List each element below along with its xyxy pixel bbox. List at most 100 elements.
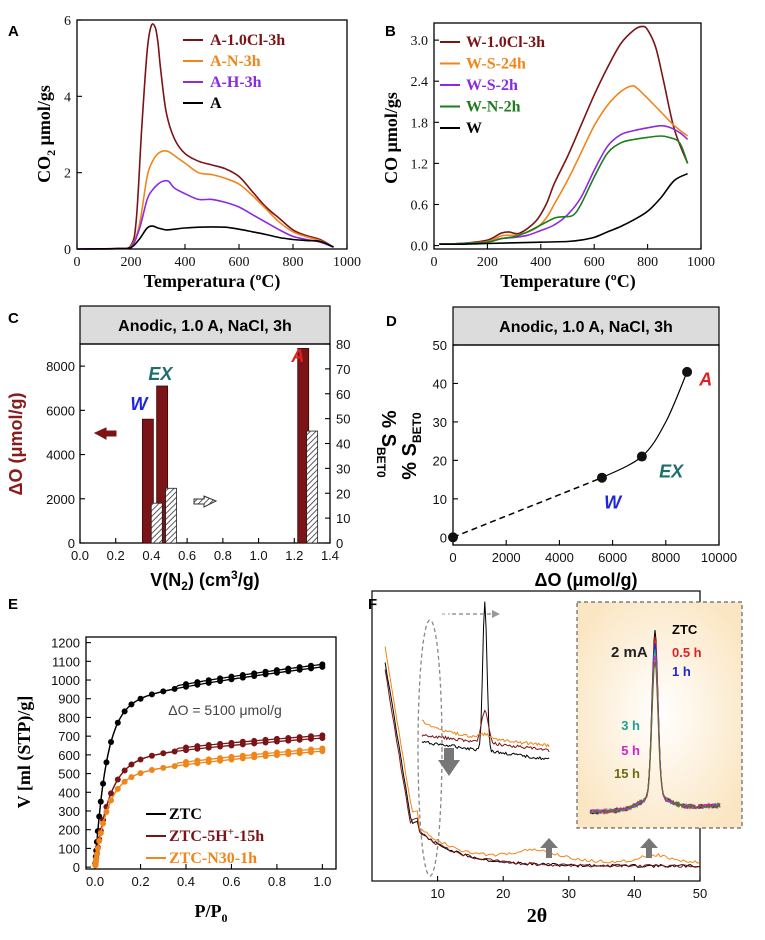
x-tick-label: 20 [496,886,510,901]
isotherm-point [194,679,201,686]
y-tick-label: 500 [58,767,80,782]
panel-b-letter: B [385,23,396,40]
isotherm-point [273,667,280,674]
inset-frame [576,601,743,829]
isotherm-point [121,767,128,774]
series-line-W-N-2h [439,135,689,245]
panel-c-labels: W EX A [130,346,304,414]
inset-label: ZTC [672,622,698,637]
y-tick-label: 0 [73,860,80,875]
panel-c-ylabel-left: ΔO (μmol/g) [6,393,26,496]
panel-e: E 0.0 0.2 0.4 0.6 0.8 1.0 0 100 200 300 400 500 600 7… [8,596,337,925]
series-line-A-H-3h [76,179,334,250]
x-tick-label: 0.8 [268,874,286,889]
fit-dashed [452,476,603,539]
panel-c-ylabel-right: % SBET0 [374,410,399,478]
up-arrow-icon-2 [640,838,658,858]
sample-label-W: W [130,394,149,414]
isotherm-point [114,776,121,783]
legend-label: W-S-2h [466,77,518,94]
x-tick-label: 6000 [598,550,627,565]
isotherm-point [108,739,114,746]
isotherm-point [137,756,144,763]
isotherm-point [121,778,128,785]
isotherm-point [171,685,178,692]
x-tick-label: 0.0 [71,548,89,563]
x-tick-label: 4000 [545,550,574,565]
isotherm-point [160,750,167,757]
legend-label: A [210,95,222,112]
y-tick-label: 1.8 [411,116,429,131]
inset-label: 15 h [614,766,640,781]
y-tick-left-label: 4000 [46,448,75,463]
y-tick-right-label: 20 [336,486,350,501]
x-tick-label: 40 [627,886,641,901]
isotherm-point [205,677,212,684]
inset-trace [589,661,721,815]
x-tick-label: 1.4 [321,548,339,563]
y-tick-right-label: 30 [336,461,350,476]
x-tick-label: 30 [562,886,576,901]
series-line-W-S-2h [439,124,689,245]
x-tick-label: 1.2 [285,548,303,563]
isotherm-point [103,808,110,815]
sbet-bar [306,430,319,544]
y-tick-left-label: 6000 [46,403,75,418]
series-line-A-1.0Cl-3h [76,23,334,250]
isotherm-point [100,780,107,787]
data-point [448,532,458,543]
panel-a-frame [76,19,348,250]
fit-solid [601,371,688,479]
legend-label: W-S-24h [466,56,526,73]
xrd-trace-zoom [421,719,550,748]
y-tick-label: 1100 [52,654,80,669]
inset-label: 1 h [672,664,691,679]
down-arrow-icon [438,748,460,776]
y-tick-left-label: 8000 [46,359,75,374]
legend-label: A-H-3h [210,74,262,91]
xrd-trace-wide [384,669,700,868]
y-tick-right-label: 10 [336,511,350,526]
panel-e-ticks: 0.0 0.2 0.4 0.6 0.8 1.0 0 100 200 300 400 500 600 700… [51,636,331,889]
isotherm-point [148,691,155,698]
y-tick-label: 200 [58,823,80,838]
legend-label: W [466,120,482,137]
panel-d-title: Anodic, 1.0 A, NaCl, 3h [499,319,673,336]
panel-d: D Anodic, 1.0 A, NaCl, 3h 0 2000 4000 6000 8… [386,306,737,590]
isotherm-point [93,855,100,862]
zoom-arrow-head [492,610,500,618]
y-tick-label: 900 [58,692,80,707]
x-tick-label: 0.0 [86,874,104,889]
isotherm-point [97,830,104,837]
x-tick-label: 800 [283,255,304,270]
isotherm-point [308,733,314,740]
panel-c-title-box [79,305,331,345]
panel-c: C Anodic, 1.0 A, NaCl, 3h 0.0 0.2 0.4 0.6 0.… [6,305,399,593]
deltaO-bar [141,418,154,544]
panel-b-legend: W-1.0Cl-3h W-S-24h W-S-2h W-N-2h W [440,34,545,137]
panel-e-series [92,661,326,869]
isotherm-point [183,759,189,766]
panel-a-ticks: 0 200 400 600 800 1000 0 2 4 6 [64,14,361,270]
isotherm-point [308,662,314,669]
isotherm-point [103,759,110,766]
isotherm-point [262,736,269,743]
y-tick-right-label: 60 [336,387,350,402]
isotherm-point [171,763,178,770]
isotherm-point [228,739,235,746]
panel-e-annotation: ΔO = 5100 μmol/g [168,702,282,718]
panel-b-frame [433,22,702,250]
inset-label: 5 h [621,743,640,758]
x-tick-label: 600 [584,255,605,270]
isotherm-point [160,688,167,695]
isotherm-point [128,701,135,708]
isotherm-point [296,734,303,741]
x-tick-label: 0.4 [142,548,160,563]
y-tick-label: 300 [58,804,80,819]
legend-label-sup: + [228,826,234,838]
panel-c-title: Anodic, 1.0 A, NaCl, 3h [118,318,292,335]
isotherm-point [262,668,269,675]
y-tick-label: 0 [64,243,71,258]
